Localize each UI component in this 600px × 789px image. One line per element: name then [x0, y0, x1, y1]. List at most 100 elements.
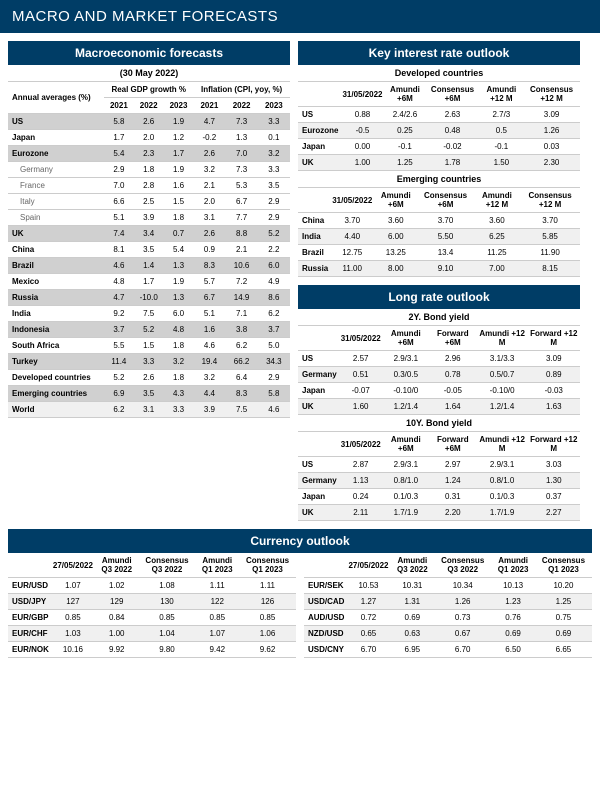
cell: 0.84	[95, 610, 139, 626]
year-header: 2022	[225, 98, 257, 114]
row-label: USD/JPY	[8, 594, 51, 610]
row-label: UK	[298, 505, 339, 521]
row-label: EUR/CHF	[8, 626, 51, 642]
cell: 2.6	[193, 226, 225, 242]
cell: 2.11	[339, 505, 383, 521]
table-row: China8.13.55.40.92.12.2	[8, 242, 290, 258]
cell: 3.2	[164, 354, 194, 370]
row-label: Indonesia	[8, 322, 104, 338]
currency-left-table: 27/05/2022Amundi Q3 2022Consensus Q3 202…	[8, 553, 296, 658]
cell: 1.6	[193, 322, 225, 338]
cell: 4.3	[164, 386, 194, 402]
cell: 10.34	[434, 578, 491, 594]
table-row: France7.02.81.62.15.33.5	[8, 178, 290, 194]
cell: 0.72	[346, 610, 390, 626]
table-row: EUR/NOK10.169.929.809.429.62	[8, 642, 296, 658]
row-label: US	[298, 107, 340, 123]
cell: 2.0	[193, 194, 225, 210]
row-label: US	[298, 457, 339, 473]
row-label: EUR/USD	[8, 578, 51, 594]
cell: 3.09	[527, 351, 580, 367]
cell: 3.70	[330, 213, 374, 229]
table-row: World6.23.13.33.97.54.6	[8, 402, 290, 418]
cell: 3.9	[134, 210, 164, 226]
cell: 3.1	[134, 402, 164, 418]
cell: 0.1/0.3	[477, 489, 528, 505]
cell: 1.9	[164, 114, 194, 130]
year-header: 2023	[258, 98, 290, 114]
col-header: 31/05/2022	[339, 432, 383, 457]
cell: 2.0	[134, 130, 164, 146]
cell: 2.4/2.6	[385, 107, 426, 123]
cell: 1.00	[95, 626, 139, 642]
col-header: Amundi +6M	[385, 82, 426, 107]
cell: 1.3	[164, 290, 194, 306]
cell: 0.51	[339, 367, 383, 383]
cell: 0.03	[523, 139, 580, 155]
row-label: South Africa	[8, 338, 104, 354]
cell: 3.09	[523, 107, 580, 123]
table-row: Russia4.7-10.01.36.714.98.6	[8, 290, 290, 306]
table-row: UK1.601.2/1.41.641.2/1.41.63	[298, 399, 580, 415]
y10-title: 10Y. Bond yield	[298, 415, 580, 432]
cell: 5.2	[134, 322, 164, 338]
col-header: Amundi +6M	[374, 188, 417, 213]
cell: 2.9	[258, 370, 290, 386]
cell: 7.3	[225, 162, 257, 178]
cell: -0.10/0	[477, 383, 528, 399]
cell: 7.0	[225, 146, 257, 162]
table-row: EUR/SEK10.5310.3110.3410.1310.20	[304, 578, 592, 594]
currency-right-table: 27/05/2022Amundi Q3 2022Consensus Q3 202…	[304, 553, 592, 658]
y2-table: 31/05/2022Amundi +6MForward +6MAmundi +1…	[298, 326, 580, 415]
emerging-title: Emerging countries	[298, 171, 580, 188]
cell: 4.6	[193, 338, 225, 354]
cell: 6.6	[104, 194, 134, 210]
cell: 0.7	[164, 226, 194, 242]
cell: 3.2	[258, 146, 290, 162]
table-row: USD/CNY6.706.956.706.506.65	[304, 642, 592, 658]
cell: 1.23	[491, 594, 535, 610]
col-header: Consensus +6M	[425, 82, 479, 107]
cell: 3.5	[258, 178, 290, 194]
cell: 0.25	[385, 123, 426, 139]
cell: 5.4	[164, 242, 194, 258]
col-header: 31/05/2022	[340, 82, 384, 107]
cell: 2.27	[527, 505, 580, 521]
year-header: 2021	[193, 98, 225, 114]
cell: 2.9	[104, 162, 134, 178]
cell: -0.5	[340, 123, 384, 139]
row-label: Japan	[298, 139, 340, 155]
macro-title: Macroeconomic forecasts	[8, 41, 290, 65]
cell: 1.2/1.4	[383, 399, 429, 415]
cell: 7.2	[225, 274, 257, 290]
table-row: Russia11.008.009.107.008.15	[298, 261, 580, 277]
interest-section: Key interest rate outlook Developed coun…	[298, 41, 580, 277]
table-row: Japan-0.07-0.10/0-0.05-0.10/0-0.03	[298, 383, 580, 399]
col-header: Forward +6M	[429, 432, 477, 457]
table-row: USD/JPY127129130122126	[8, 594, 296, 610]
col-header: Consensus Q1 2023	[239, 553, 296, 578]
cell: -0.1	[480, 139, 524, 155]
row-label: AUD/USD	[304, 610, 346, 626]
cell: 1.78	[425, 155, 479, 171]
col-header: Forward +12 M	[527, 432, 580, 457]
cell: -0.1	[385, 139, 426, 155]
cell: 66.2	[225, 354, 257, 370]
cell: 34.3	[258, 354, 290, 370]
cell: 1.2	[164, 130, 194, 146]
table-row: Eurozone5.42.31.72.67.03.2	[8, 146, 290, 162]
cell: 6.65	[535, 642, 592, 658]
cell: -10.0	[134, 290, 164, 306]
cell: 130	[139, 594, 196, 610]
cell: 7.5	[134, 306, 164, 322]
row-label: Germany	[8, 162, 104, 178]
cell: 1.7	[104, 130, 134, 146]
inflation-header: Inflation (CPI, yoy, %)	[193, 82, 290, 98]
cell: 1.11	[239, 578, 296, 594]
cell: -0.02	[425, 139, 479, 155]
cell: 4.40	[330, 229, 374, 245]
cell: -0.03	[527, 383, 580, 399]
cell: 129	[95, 594, 139, 610]
cell: 3.60	[374, 213, 417, 229]
cell: 2.9	[258, 194, 290, 210]
